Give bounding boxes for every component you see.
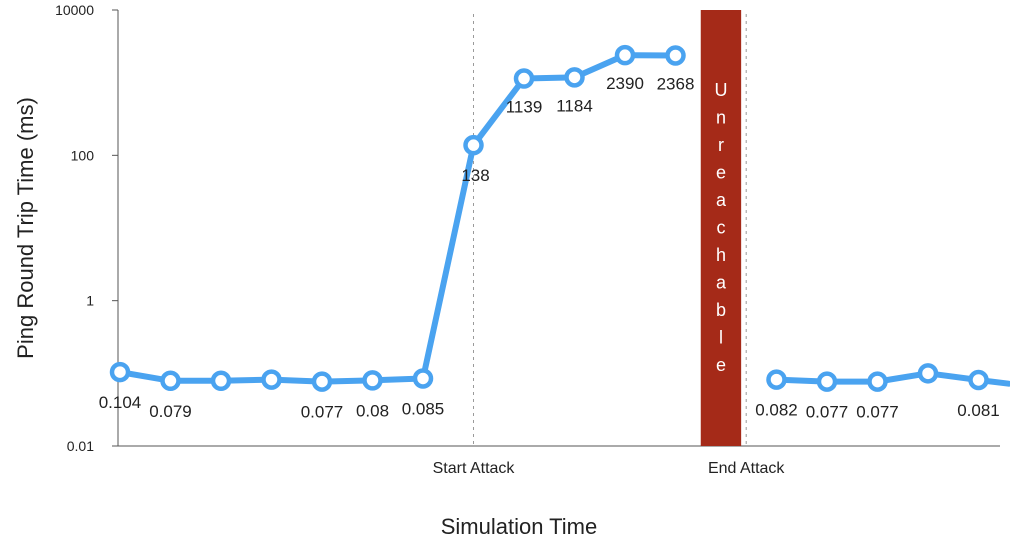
data-label: 0.077	[856, 403, 899, 422]
data-label: 0.081	[957, 401, 1000, 420]
data-point	[311, 371, 333, 392]
data-label: 2390	[606, 74, 644, 93]
y-tick-label: 10000	[55, 2, 94, 18]
data-point	[968, 369, 989, 391]
event-label: Start Attack	[433, 460, 516, 477]
data-point	[917, 363, 939, 384]
data-point	[109, 361, 131, 383]
data-point	[564, 67, 585, 88]
data-point	[463, 134, 484, 156]
data-label: 0.082	[755, 401, 798, 420]
data-label: 2368	[657, 74, 695, 93]
y-tick-label: 100	[71, 147, 95, 163]
data-labels: 0.104 0.079 0.077 0.08 0.085 138 1139 1184 2390 2…	[99, 74, 1000, 421]
data-point	[160, 370, 181, 392]
data-point	[513, 68, 535, 89]
data-point	[614, 44, 636, 66]
series-rtt	[109, 44, 1010, 392]
unreachable-bar	[700, 10, 742, 446]
data-label: 0.079	[149, 402, 192, 421]
data-label: 138	[461, 166, 489, 185]
data-label: 0.077	[301, 403, 344, 422]
y-ticks: 0.01 1 100 10000	[55, 2, 118, 454]
y-axis-title: Ping Round Trip Time (ms)	[13, 97, 38, 359]
event-label: End Attack	[708, 460, 785, 477]
data-point	[766, 369, 787, 390]
data-label: 0.077	[806, 403, 849, 422]
data-point	[362, 370, 383, 391]
x-axis-title: Simulation Time	[441, 514, 598, 539]
data-point	[261, 369, 282, 390]
y-tick-label: 0.01	[67, 438, 94, 454]
data-label: 0.104	[99, 393, 142, 412]
data-point	[665, 45, 686, 66]
data-point	[816, 371, 838, 392]
data-point	[210, 370, 232, 392]
data-label: 0.085	[402, 399, 445, 418]
data-label: 1184	[556, 96, 593, 115]
data-point	[412, 368, 434, 389]
data-label: 0.08	[356, 401, 389, 420]
event-markers: Start Attack End Attack	[433, 14, 785, 477]
data-point	[867, 371, 888, 392]
y-tick-label: 1	[86, 293, 94, 309]
data-label: 1139	[506, 98, 543, 117]
